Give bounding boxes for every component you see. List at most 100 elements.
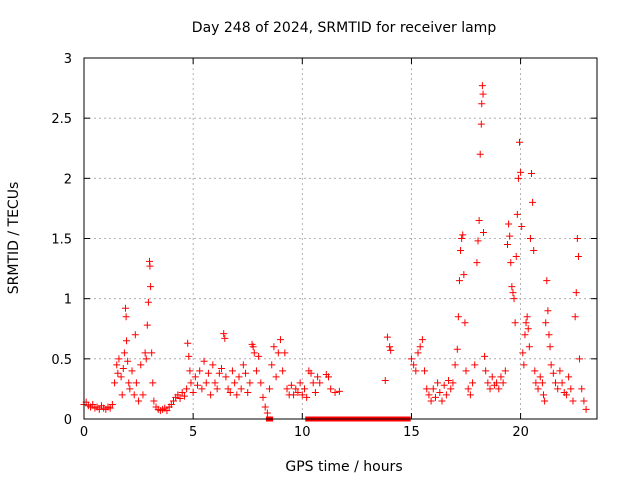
data-point xyxy=(296,379,304,387)
data-point xyxy=(531,367,539,375)
data-point xyxy=(476,150,484,158)
data-point xyxy=(486,385,494,393)
data-point xyxy=(144,298,152,306)
data-point xyxy=(513,210,521,218)
data-point xyxy=(311,389,319,397)
x-tick-label: 5 xyxy=(189,425,197,440)
data-point xyxy=(412,367,420,375)
data-point xyxy=(438,397,446,405)
data-point xyxy=(524,325,532,333)
data-point xyxy=(556,367,564,375)
data-point xyxy=(549,369,557,377)
data-point xyxy=(453,345,461,353)
data-point xyxy=(495,385,503,393)
data-point xyxy=(242,369,250,377)
data-point xyxy=(130,391,138,399)
data-point xyxy=(331,389,339,397)
data-point xyxy=(147,283,155,291)
data-point xyxy=(478,82,486,90)
data-point xyxy=(276,336,284,344)
data-point xyxy=(473,259,481,267)
data-point xyxy=(143,321,151,329)
data-point xyxy=(303,393,311,401)
data-point xyxy=(115,355,123,363)
data-point xyxy=(523,313,531,321)
data-point xyxy=(316,379,324,387)
data-point xyxy=(558,379,566,387)
data-point xyxy=(281,349,289,357)
data-point xyxy=(547,361,555,369)
data-point xyxy=(307,369,315,377)
data-point xyxy=(522,319,530,327)
data-point xyxy=(150,397,158,405)
data-point xyxy=(283,385,291,393)
data-point xyxy=(510,295,518,303)
data-point xyxy=(213,385,221,393)
data-point xyxy=(117,373,125,381)
x-tick-label: 15 xyxy=(403,425,420,440)
data-point xyxy=(506,232,514,240)
data-point xyxy=(410,361,418,369)
data-point xyxy=(574,253,582,261)
x-axis-label: GPS time / hours xyxy=(285,459,402,475)
data-point xyxy=(244,389,252,397)
data-point xyxy=(554,385,562,393)
data-point xyxy=(416,343,424,351)
data-point xyxy=(300,385,308,393)
data-point xyxy=(545,331,553,339)
data-point xyxy=(505,220,513,228)
data-point xyxy=(89,401,97,409)
data-point xyxy=(108,401,116,409)
data-point xyxy=(292,385,300,393)
data-point xyxy=(250,349,258,357)
data-point xyxy=(119,364,127,372)
data-point xyxy=(170,397,178,405)
data-point xyxy=(567,385,575,393)
data-point xyxy=(290,391,298,399)
data-point xyxy=(131,331,139,339)
data-point xyxy=(580,397,588,405)
data-point xyxy=(493,379,501,387)
data-point xyxy=(279,367,287,375)
data-point xyxy=(121,304,129,312)
data-point xyxy=(118,391,126,399)
data-point xyxy=(149,379,157,387)
y-axis-label: SRMTID / TECUs xyxy=(6,182,22,295)
data-point xyxy=(259,393,267,401)
data-point xyxy=(475,216,483,224)
data-point xyxy=(124,357,132,365)
data-point xyxy=(451,361,459,369)
data-point xyxy=(474,237,482,245)
data-point xyxy=(525,343,533,351)
data-point xyxy=(196,367,204,375)
data-point xyxy=(381,376,389,384)
data-point xyxy=(414,349,422,357)
data-point xyxy=(423,385,431,393)
data-point xyxy=(226,389,234,397)
data-point xyxy=(106,404,114,412)
data-point xyxy=(477,120,485,128)
data-point xyxy=(536,373,544,381)
data-point xyxy=(516,138,524,146)
data-point xyxy=(298,391,306,399)
data-point xyxy=(207,391,215,399)
data-point xyxy=(249,343,257,351)
data-point xyxy=(425,391,433,399)
data-point xyxy=(257,379,265,387)
data-point xyxy=(233,391,241,399)
data-point xyxy=(478,100,486,108)
y-tick-label: 0.5 xyxy=(51,353,72,368)
data-point xyxy=(263,409,271,417)
x-tick-label: 20 xyxy=(512,425,529,440)
data-point xyxy=(540,391,548,399)
data-point xyxy=(335,387,343,395)
data-point xyxy=(543,277,551,285)
data-point xyxy=(228,367,236,375)
data-point xyxy=(508,283,516,291)
data-point xyxy=(383,333,391,341)
data-point xyxy=(503,241,511,249)
data-point xyxy=(520,361,528,369)
y-tick-label: 1.5 xyxy=(51,233,72,248)
data-point xyxy=(479,90,487,98)
data-point xyxy=(538,379,546,387)
